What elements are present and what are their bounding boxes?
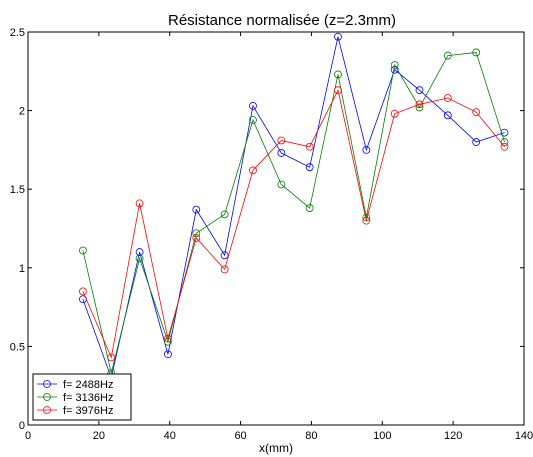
data-point	[135, 254, 144, 263]
legend-marker	[43, 406, 51, 414]
x-tick-label: 40	[164, 430, 176, 442]
data-point	[362, 145, 371, 154]
data-point	[305, 204, 314, 212]
data-point	[334, 70, 342, 79]
data-point	[443, 111, 452, 120]
series-line	[82, 36, 505, 380]
data-point	[135, 248, 144, 256]
data-point	[220, 265, 229, 274]
y-tick-label: 2.5	[10, 27, 25, 39]
legend-label: f= 3136Hz	[63, 392, 113, 404]
data-point	[192, 234, 201, 242]
data-point	[443, 51, 452, 60]
data-point	[192, 205, 201, 214]
legend-marker	[43, 393, 51, 401]
y-tick-label: 1.5	[10, 184, 25, 196]
data-point	[305, 142, 314, 151]
data-point	[362, 216, 371, 225]
x-tick-label: 120	[444, 430, 462, 442]
x-tick-label: 100	[373, 430, 391, 442]
data-point	[249, 101, 257, 110]
data-point	[79, 287, 87, 296]
data-point	[164, 334, 172, 343]
data-point	[220, 251, 229, 260]
data-point	[390, 61, 399, 69]
legend-marker	[43, 380, 51, 388]
chart-title: Résistance normalisée (z=2.3mm)	[168, 12, 396, 29]
data-point	[500, 142, 509, 151]
legend-label: f= 3976Hz	[63, 405, 113, 417]
data-point	[362, 213, 371, 222]
legend-label: f= 2488Hz	[63, 379, 113, 391]
data-point	[107, 353, 116, 362]
y-tick-label: 0	[19, 420, 25, 432]
data-point	[334, 86, 342, 95]
data-point	[334, 32, 342, 41]
data-point	[135, 199, 144, 208]
x-axis: 0 20 40 60 80 100 120 140	[25, 32, 533, 442]
data-point	[415, 86, 424, 95]
series-line	[82, 88, 505, 359]
series-3	[79, 86, 509, 362]
x-axis-label: x(mm)	[259, 441, 293, 455]
y-tick-label: 0.5	[10, 341, 25, 353]
plot-area	[27, 31, 525, 426]
x-tick-label: 140	[515, 430, 533, 442]
data-point	[305, 163, 314, 172]
data-point	[472, 108, 481, 117]
data-point	[472, 138, 481, 146]
data-point	[472, 48, 481, 57]
y-tick-label: 1	[19, 263, 25, 275]
data-point	[277, 180, 286, 189]
data-point	[79, 246, 87, 255]
x-tick-label: 0	[25, 430, 31, 442]
series-2	[79, 48, 509, 378]
x-tick-label: 80	[305, 430, 317, 442]
data-point	[164, 350, 172, 359]
y-tick-label: 2	[19, 106, 25, 118]
data-point	[390, 109, 399, 118]
data-point	[249, 116, 257, 124]
data-point	[220, 210, 229, 219]
data-point	[192, 229, 201, 238]
data-point	[249, 166, 257, 175]
data-point	[277, 149, 286, 157]
data-point	[443, 94, 452, 102]
data-point	[415, 100, 424, 109]
y-axis: 0 0.5 1 1.5 2 2.5	[10, 27, 524, 432]
series-line	[82, 52, 505, 374]
x-tick-label: 60	[234, 430, 246, 442]
x-tick-label: 20	[93, 430, 105, 442]
data-point	[277, 136, 286, 145]
series-1	[79, 32, 509, 382]
series-layer	[79, 32, 509, 382]
data-point	[500, 128, 509, 137]
